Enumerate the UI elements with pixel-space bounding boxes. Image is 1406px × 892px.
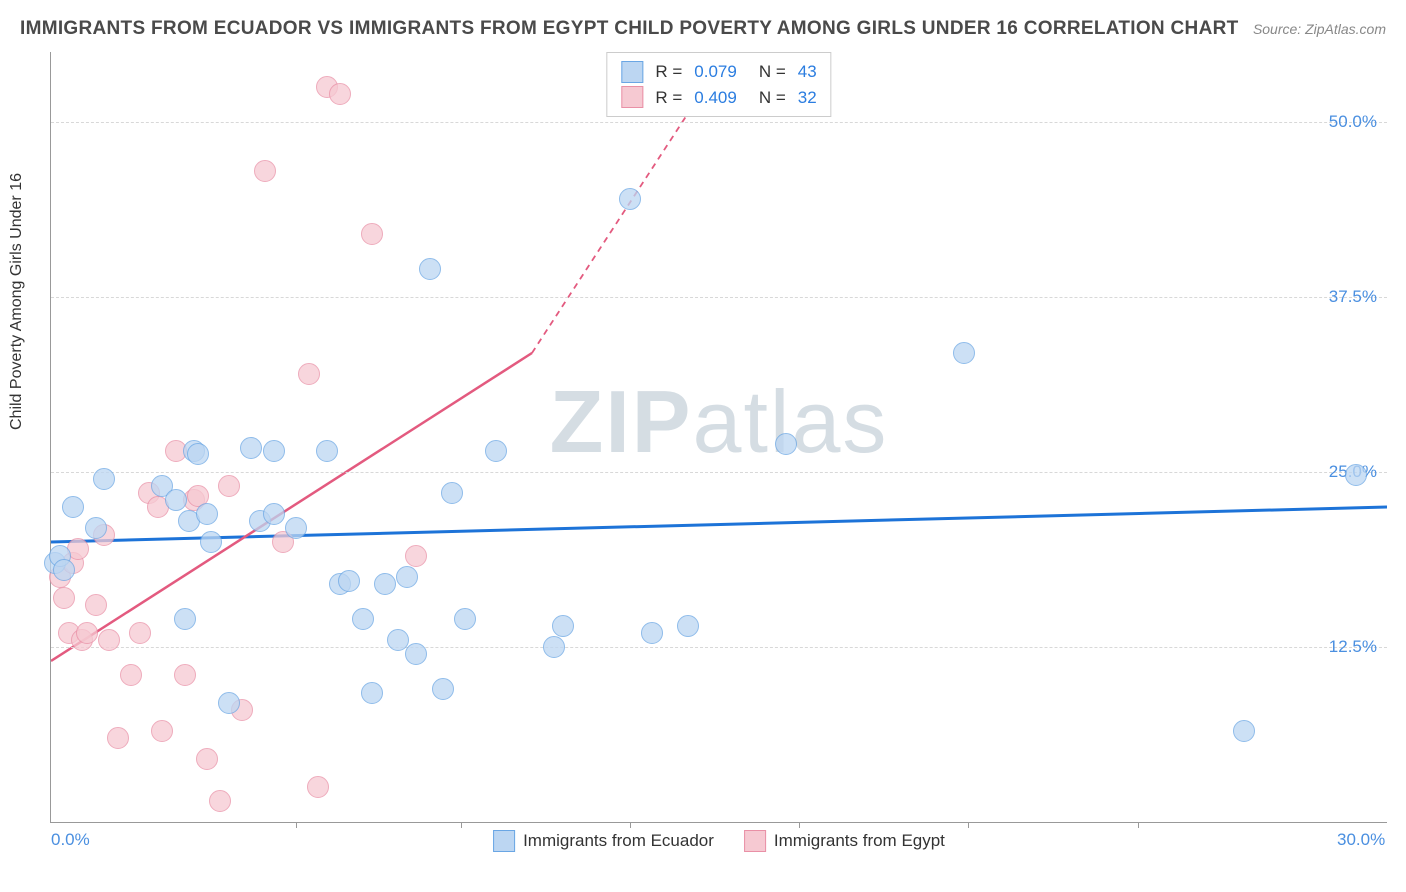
data-point-ecuador [432, 678, 454, 700]
data-point-ecuador [285, 517, 307, 539]
data-point-ecuador [677, 615, 699, 637]
data-point-ecuador [441, 482, 463, 504]
gridline [51, 297, 1387, 298]
x-tick-mark [630, 822, 631, 828]
source-attribution: Source: ZipAtlas.com [1253, 21, 1386, 37]
r-label: R = [655, 85, 682, 111]
data-point-ecuador [374, 573, 396, 595]
n-label: N = [759, 59, 786, 85]
data-point-egypt [307, 776, 329, 798]
x-tick-mark [461, 822, 462, 828]
data-point-ecuador [485, 440, 507, 462]
x-tick-mark [296, 822, 297, 828]
gridline [51, 122, 1387, 123]
legend-swatch [621, 61, 643, 83]
legend-label: Immigrants from Egypt [774, 831, 945, 851]
n-label: N = [759, 85, 786, 111]
data-point-ecuador [641, 622, 663, 644]
data-point-egypt [129, 622, 151, 644]
data-point-ecuador [85, 517, 107, 539]
data-point-ecuador [543, 636, 565, 658]
correlation-legend: R = 0.079 N = 43R = 0.409 N = 32 [606, 52, 831, 117]
legend-swatch [621, 86, 643, 108]
y-tick-label: 37.5% [1329, 287, 1377, 307]
data-point-egypt [196, 748, 218, 770]
data-point-ecuador [62, 496, 84, 518]
data-point-egypt [120, 664, 142, 686]
data-point-ecuador [619, 188, 641, 210]
y-axis-label: Child Poverty Among Girls Under 16 [8, 173, 26, 430]
data-point-egypt [107, 727, 129, 749]
r-label: R = [655, 59, 682, 85]
data-point-ecuador [263, 440, 285, 462]
x-tick-mark [968, 822, 969, 828]
data-point-ecuador [338, 570, 360, 592]
data-point-ecuador [405, 643, 427, 665]
scatter-plot-area: ZIPatlas R = 0.079 N = 43R = 0.409 N = 3… [50, 52, 1387, 823]
gridline [51, 472, 1387, 473]
data-point-ecuador [1345, 464, 1367, 486]
data-point-egypt [98, 629, 120, 651]
data-point-ecuador [200, 531, 222, 553]
data-point-ecuador [240, 437, 262, 459]
data-point-ecuador [263, 503, 285, 525]
legend-row: R = 0.079 N = 43 [621, 59, 816, 85]
r-value: 0.079 [694, 59, 737, 85]
data-point-egypt [85, 594, 107, 616]
data-point-ecuador [454, 608, 476, 630]
x-tick-label: 30.0% [1337, 830, 1385, 850]
data-point-egypt [151, 720, 173, 742]
data-point-ecuador [165, 489, 187, 511]
x-tick-mark [1138, 822, 1139, 828]
y-tick-label: 50.0% [1329, 112, 1377, 132]
r-value: 0.409 [694, 85, 737, 111]
data-point-ecuador [396, 566, 418, 588]
data-point-ecuador [419, 258, 441, 280]
chart-title: IMMIGRANTS FROM ECUADOR VS IMMIGRANTS FR… [20, 18, 1239, 40]
data-point-egypt [298, 363, 320, 385]
data-point-ecuador [352, 608, 374, 630]
legend-swatch [493, 830, 515, 852]
data-point-ecuador [196, 503, 218, 525]
x-tick-label: 0.0% [51, 830, 90, 850]
title-bar: IMMIGRANTS FROM ECUADOR VS IMMIGRANTS FR… [20, 18, 1386, 40]
data-point-ecuador [93, 468, 115, 490]
legend-item: Immigrants from Egypt [744, 830, 945, 852]
y-tick-label: 12.5% [1329, 637, 1377, 657]
data-point-egypt [218, 475, 240, 497]
n-value: 43 [798, 59, 817, 85]
x-tick-mark [799, 822, 800, 828]
data-point-ecuador [53, 559, 75, 581]
data-point-ecuador [953, 342, 975, 364]
data-point-egypt [76, 622, 98, 644]
legend-label: Immigrants from Ecuador [523, 831, 714, 851]
watermark: ZIPatlas [550, 371, 889, 473]
data-point-egypt [254, 160, 276, 182]
data-point-ecuador [218, 692, 240, 714]
legend-item: Immigrants from Ecuador [493, 830, 714, 852]
data-point-ecuador [775, 433, 797, 455]
n-value: 32 [798, 85, 817, 111]
data-point-ecuador [174, 608, 196, 630]
data-point-ecuador [316, 440, 338, 462]
data-point-ecuador [552, 615, 574, 637]
data-point-ecuador [1233, 720, 1255, 742]
data-point-egypt [361, 223, 383, 245]
data-point-egypt [329, 83, 351, 105]
legend-swatch [744, 830, 766, 852]
gridline [51, 647, 1387, 648]
legend-row: R = 0.409 N = 32 [621, 85, 816, 111]
data-point-ecuador [187, 443, 209, 465]
data-point-egypt [174, 664, 196, 686]
data-point-ecuador [361, 682, 383, 704]
data-point-egypt [209, 790, 231, 812]
data-point-egypt [405, 545, 427, 567]
data-point-egypt [53, 587, 75, 609]
series-legend: Immigrants from Ecuador Immigrants from E… [493, 830, 945, 852]
